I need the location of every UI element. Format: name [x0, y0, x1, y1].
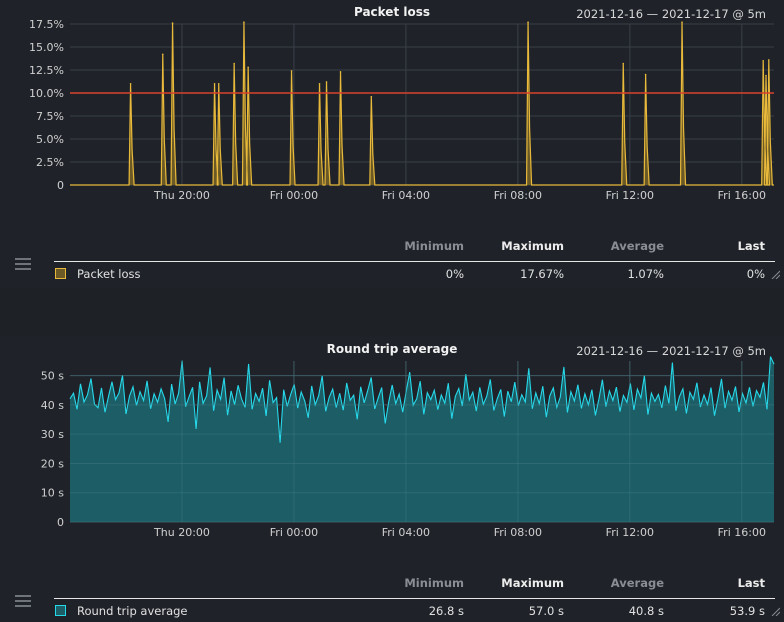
- packet-loss-spike-point: [339, 71, 342, 73]
- legend-header-max[interactable]: Maximum: [501, 576, 564, 590]
- panel-gap: [0, 287, 784, 337]
- x-tick-label: Fri 04:00: [382, 526, 430, 539]
- y-tick-label: 30 s: [41, 428, 64, 441]
- y-tick-label: 10.0%: [29, 87, 64, 100]
- x-tick-label: Fri 16:00: [718, 189, 766, 202]
- packet-loss-spike-point: [161, 53, 164, 56]
- legend-min-value: 26.8 s: [428, 604, 464, 618]
- x-tick-label: Thu 20:00: [153, 526, 210, 539]
- legend-header-max[interactable]: Maximum: [501, 239, 564, 253]
- packet-loss-chart[interactable]: 0 2.5% 5.0% 7.5% 10.0% 12.5% 15.0% 17.5% Thu 20:…: [0, 0, 784, 210]
- packet-loss-spike-point: [325, 81, 328, 83]
- legend-last-value: 0%: [746, 267, 765, 281]
- legend-header: Minimum Maximum Average Last: [0, 239, 784, 253]
- resize-handle-icon[interactable]: [770, 606, 780, 616]
- x-tick-label: Fri 04:00: [382, 189, 430, 202]
- legend-last-value: 53.9 s: [729, 604, 765, 618]
- x-tick-label: Fri 00:00: [270, 526, 318, 539]
- legend-row-packet-loss[interactable]: Packet loss 0% 17.67% 1.07% 0%: [0, 267, 784, 281]
- legend-series-name: Packet loss: [77, 267, 141, 281]
- round-trip-title: Round trip average: [326, 342, 458, 356]
- y-tick-label: 15.0%: [29, 41, 64, 54]
- packet-loss-line: [70, 22, 774, 186]
- y-tick-label: 0: [57, 516, 64, 529]
- packet-loss-spike-point: [767, 59, 770, 61]
- round-trip-chart[interactable]: 0 10 s 20 s 30 s 40 s 50 s Thu 20:00 Fri 00:00 F…: [0, 337, 784, 547]
- packet-loss-spike-point: [765, 74, 767, 77]
- y-tick-label: 10 s: [41, 487, 64, 500]
- round-trip-area: [70, 356, 774, 522]
- legend-header-min[interactable]: Minimum: [404, 576, 464, 590]
- y-tick-label: 0: [57, 179, 64, 192]
- packet-loss-spike-point: [171, 22, 174, 24]
- y-tick-label: 17.5%: [29, 18, 64, 31]
- packet-loss-spike-point: [213, 83, 216, 85]
- resize-handle-icon[interactable]: [770, 269, 780, 279]
- y-tick-label: 2.5%: [36, 156, 64, 169]
- round-trip-panel: Round trip average 2021-12-16 — 2021-12-…: [0, 337, 784, 622]
- y-tick-label: 50 s: [41, 370, 64, 383]
- legend-avg-value: 1.07%: [627, 267, 664, 281]
- x-tick-label: Fri 12:00: [606, 189, 654, 202]
- round-trip-line: [69, 356, 775, 443]
- menu-icon[interactable]: [15, 258, 31, 272]
- packet-loss-spike-point: [233, 62, 235, 65]
- legend-min-value: 0%: [445, 267, 464, 281]
- packet-loss-spike-point: [129, 83, 132, 85]
- packet-loss-spike-point: [644, 73, 647, 76]
- x-tick-label: Fri 00:00: [270, 189, 318, 202]
- y-tick-label: 7.5%: [36, 110, 64, 123]
- legend-header-last[interactable]: Last: [737, 239, 765, 253]
- packet-loss-spike-point: [243, 21, 245, 23]
- round-trip-time-range[interactable]: 2021-12-16 — 2021-12-17 @ 5m: [576, 344, 766, 358]
- packet-loss-spike-point: [527, 21, 529, 23]
- y-tick-label: 20 s: [41, 457, 64, 470]
- legend-swatch: [55, 605, 66, 616]
- packet-loss-spike-point: [318, 83, 321, 85]
- packet-loss-panel: Packet loss 2021-12-16 — 2021-12-17 @ 5m…: [0, 0, 784, 287]
- packet-loss-spike-point: [217, 83, 220, 85]
- legend-swatch: [55, 268, 66, 279]
- legend-max-value: 17.67%: [520, 267, 564, 281]
- legend-row-round-trip[interactable]: Round trip average 26.8 s 57.0 s 40.8 s …: [0, 604, 784, 618]
- legend-divider: [54, 598, 775, 599]
- x-tick-label: Fri 12:00: [606, 526, 654, 539]
- legend-header: Minimum Maximum Average Last: [0, 576, 784, 590]
- y-tick-label: 12.5%: [29, 64, 64, 77]
- x-tick-label: Fri 16:00: [718, 526, 766, 539]
- legend-divider: [54, 261, 775, 262]
- legend-series-name: Round trip average: [77, 604, 188, 618]
- legend-header-last[interactable]: Last: [737, 576, 765, 590]
- x-tick-label: Thu 20:00: [153, 189, 210, 202]
- packet-loss-spike-point: [290, 70, 293, 72]
- packet-loss-spike-point: [370, 95, 373, 98]
- packet-loss-spike-point: [762, 60, 764, 62]
- y-tick-label: 40 s: [41, 399, 64, 412]
- menu-icon[interactable]: [15, 595, 31, 609]
- x-tick-label: Fri 08:00: [494, 189, 542, 202]
- y-tick-label: 5.0%: [36, 133, 64, 146]
- legend-avg-value: 40.8 s: [628, 604, 664, 618]
- packet-loss-spike-point: [622, 62, 625, 65]
- legend-header-avg[interactable]: Average: [610, 576, 664, 590]
- packet-loss-spike-point: [681, 21, 683, 23]
- legend-max-value: 57.0 s: [528, 604, 564, 618]
- legend-header-avg[interactable]: Average: [610, 239, 664, 253]
- x-tick-label: Fri 08:00: [494, 526, 542, 539]
- packet-loss-spike-point: [247, 66, 249, 69]
- legend-header-min[interactable]: Minimum: [404, 239, 464, 253]
- packet-loss-title: Packet loss: [353, 5, 431, 19]
- packet-loss-time-range[interactable]: 2021-12-16 — 2021-12-17 @ 5m: [576, 7, 766, 21]
